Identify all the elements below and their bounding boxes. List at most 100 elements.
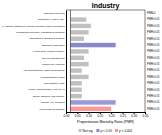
annotation: PMR<0.05 <box>147 88 160 92</box>
y-tick-label: Laundry, Dry Cleaning <box>41 101 65 104</box>
y-tick: Education, Education <box>42 44 66 47</box>
title: Industry <box>92 2 120 10</box>
bar <box>71 24 91 28</box>
annotation: PMR<0.05 <box>147 81 160 85</box>
y-tick: Ambulance Services <box>43 12 66 15</box>
legend: Not sig. p < 0.05 p < 0.001 <box>79 129 133 133</box>
y-tick: Repair, Transportation, not excl. S <box>28 88 66 91</box>
x-tick: 0.10 <box>86 112 92 118</box>
bar <box>71 81 82 85</box>
bar <box>71 36 85 40</box>
y-tick-label: Public National Schools <box>39 108 65 111</box>
chart-svg: 0.00 0.05 0.10 0.15 0.20 0.25 0.30 0.35 Ambulanc… <box>0 0 162 135</box>
bar <box>71 56 85 60</box>
y-tick-label: Ambulance Services <box>43 12 66 15</box>
y-tick-label: Beauty, Barbers, and Laundry <box>33 95 65 98</box>
legend-label: Not sig. <box>83 129 94 133</box>
y-tick-label: Health Care, Medical Laundry <box>33 50 65 53</box>
y-tick: Real Estate/R, Risk <box>44 82 66 85</box>
x-tick: 0.30 <box>131 112 137 118</box>
annotation: PMR<0.05 <box>147 24 160 28</box>
x-tick-label: 0.05 <box>75 114 81 118</box>
x-tick: 0.35 <box>143 112 149 118</box>
y-tick: Arts, Entertainment, Other Recreational <box>23 69 66 72</box>
x-tick: 0.15 <box>97 112 103 118</box>
y-tick: Administrative, Building & Support <box>28 37 66 40</box>
y-axis-line <box>66 11 67 113</box>
annotation: PMR<0.05 <box>147 17 160 21</box>
y-tick: Public National Schools <box>39 108 66 111</box>
annotation: PMR<0.05 <box>147 75 160 79</box>
x-axis: 0.00 0.05 0.10 0.15 0.20 0.25 0.30 0.35 <box>64 112 149 118</box>
y-tick-label: Accommodation/Hotels <box>40 76 65 79</box>
y-tick: Beauty, Barbers, and Laundry <box>33 95 66 98</box>
y-tick-label: Finance/Ins, Libraries <box>42 63 66 66</box>
bar <box>71 17 87 21</box>
y-tick-label: Plan for Management <box>42 57 65 60</box>
annotations: PMR=1 PMR<0.05 PMR<0.05 PMR<0.05 PMR<0.05 PMR… <box>147 11 160 111</box>
legend-label: p < 0.001 <box>119 129 133 133</box>
y-tick-label: Administrative, Building & Support <box>28 37 64 40</box>
frame-top <box>66 10 145 11</box>
annotation: PMR<0.05 <box>147 43 160 47</box>
y-tick-label: Information - Public Adm. <box>38 18 65 21</box>
x-tick-label: 0.25 <box>120 114 126 118</box>
legend-item: Not sig. <box>79 129 94 133</box>
y-tick: F.I. Banks Institutions, Medical Facilit… <box>2 25 66 28</box>
legend-item: p < 0.05 <box>96 129 112 133</box>
x-tick: 0.25 <box>120 112 126 118</box>
bar <box>71 62 89 66</box>
x-axis-line <box>67 112 146 113</box>
legend-label: p < 0.05 <box>100 129 112 133</box>
y-tick-label: Repair, Transportation, not excl. S <box>28 88 64 91</box>
x-tick-label: 0.30 <box>131 114 137 118</box>
y-tick: Information - Public Adm. <box>38 18 66 21</box>
chart-container: 0.00 0.05 0.10 0.15 0.20 0.25 0.30 0.35 Ambulanc… <box>0 0 162 135</box>
y-tick-label: Education, Education <box>42 44 65 47</box>
bar <box>71 94 82 98</box>
x-axis-label: Proportionate Mortality Ratio (PMR) <box>77 120 134 124</box>
bar <box>71 49 89 53</box>
y-axis: Ambulance Services Information - Public A… <box>2 11 66 113</box>
y-tick: Accommodation/Hotels <box>40 76 66 79</box>
x-tick: 0.05 <box>75 112 81 118</box>
y-tick-label: Professional Scientific, Management Syst… <box>16 31 65 34</box>
y-tick: Health Care, Medical Laundry <box>33 50 66 53</box>
x-tick: 0.20 <box>109 112 115 118</box>
legend-swatch <box>96 129 99 132</box>
y-tick: Finance/Ins, Libraries <box>42 63 66 66</box>
legend-swatch <box>79 129 82 132</box>
legend-item: p < 0.001 <box>115 129 133 133</box>
x-tick-label: 0.15 <box>97 114 103 118</box>
plot-marks <box>71 10 116 112</box>
y-tick-label: Arts, Entertainment, Other Recreational <box>23 69 65 72</box>
annotation: PMR<0.05 <box>147 100 160 104</box>
bar <box>71 43 116 47</box>
annotation: PMR<0.05 <box>147 94 160 98</box>
annotation: PMR<0.05 <box>147 49 160 53</box>
frame-right <box>145 10 146 112</box>
y-tick: Plan for Management <box>42 57 66 60</box>
bar <box>71 75 89 79</box>
annotation: PMR<0.05 <box>147 30 160 34</box>
bar <box>71 68 82 72</box>
legend-swatch <box>115 129 118 132</box>
annotation: PMR=1 <box>147 11 156 15</box>
annotation: PMR<0.05 <box>147 56 160 60</box>
x-tick-label: 0.35 <box>143 114 149 118</box>
annotation: PMR<0.05 <box>147 62 160 66</box>
bar <box>71 100 116 104</box>
x-tick: 0.00 <box>64 112 70 118</box>
y-tick-label: Real Estate/R, Risk <box>44 82 66 85</box>
annotation: PMR<0.05 <box>147 107 160 111</box>
bar <box>71 30 89 34</box>
y-tick-label: F.I. Banks Institutions, Medical Facilit… <box>2 25 65 28</box>
x-tick-label: 0.10 <box>86 114 92 118</box>
bar <box>71 87 82 91</box>
y-tick: Laundry, Dry Cleaning <box>41 101 66 104</box>
x-tick-label: 0.00 <box>64 114 70 118</box>
annotation: PMR<0.05 <box>147 37 160 41</box>
x-tick-label: 0.20 <box>109 114 115 118</box>
annotation: PMR<0.05 <box>147 68 160 72</box>
bar <box>71 107 112 111</box>
